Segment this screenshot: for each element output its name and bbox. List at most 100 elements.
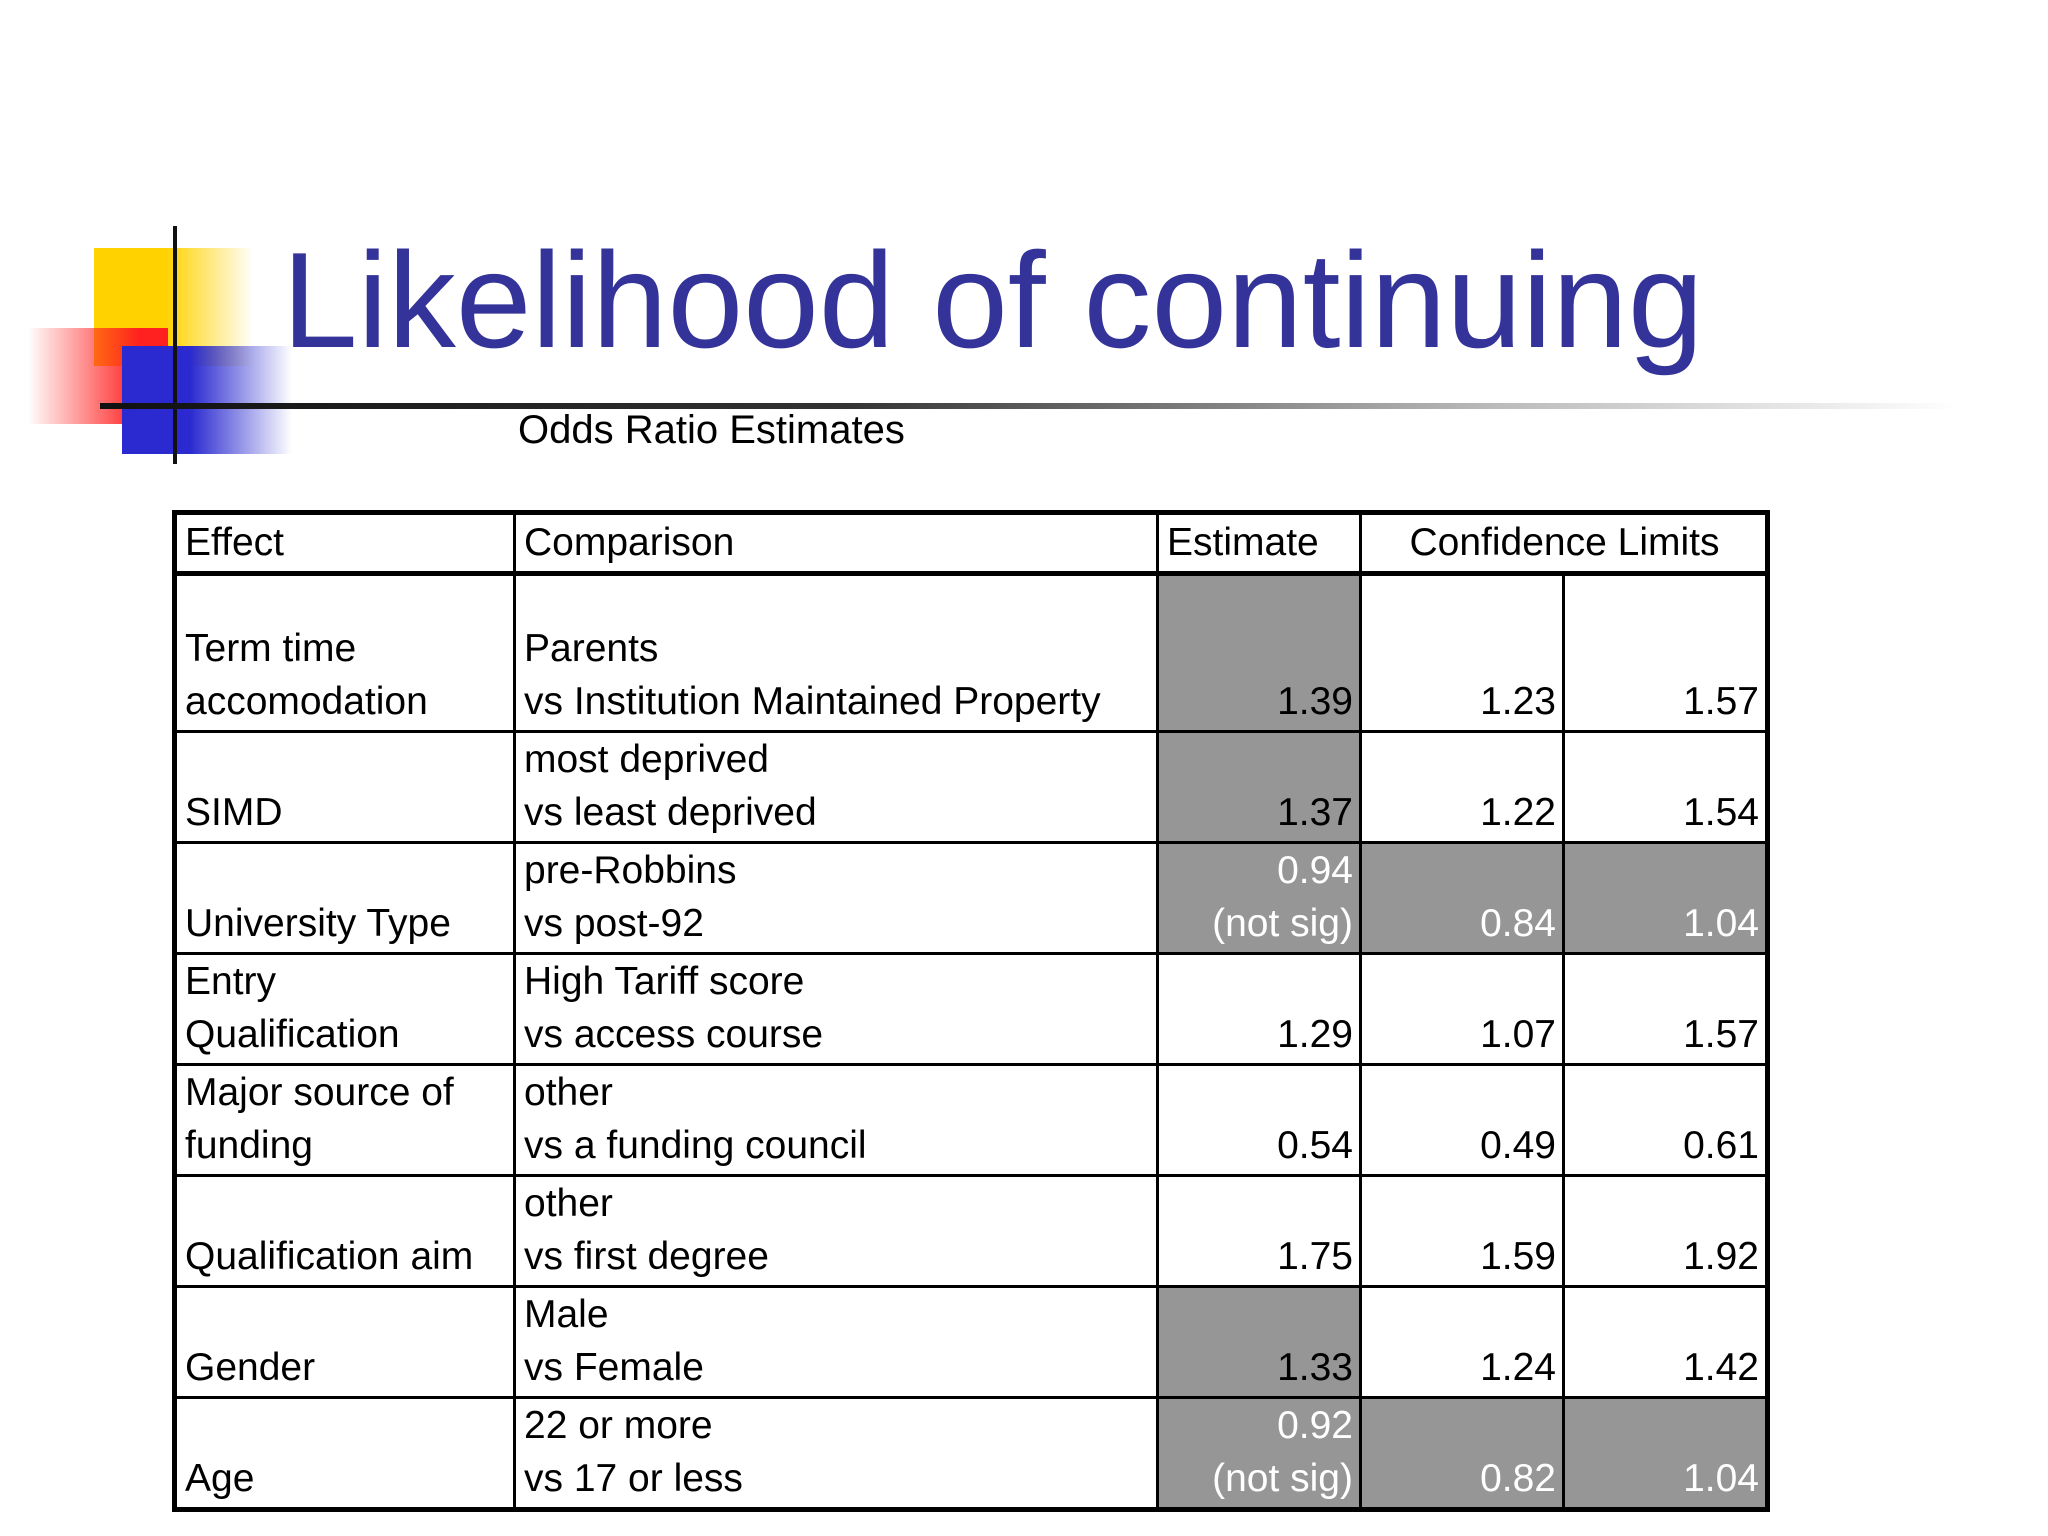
header-comparison: Comparison <box>513 512 1159 576</box>
table-row: SIMD most deprived vs least deprived 1.37 1… <box>173 731 1769 844</box>
effect-line <box>185 1399 507 1452</box>
comparison-line: vs 17 or less <box>524 1457 743 1500</box>
estimate-cell: 1.33 <box>1156 1286 1362 1399</box>
comparison-cell: 22 or more vs 17 or less <box>513 1397 1159 1511</box>
estimate-line: 0.54 <box>1277 1124 1353 1167</box>
table-row: Qualification aim other vs first degree 1.… <box>173 1175 1769 1288</box>
effect-cell: Gender <box>173 1286 516 1399</box>
estimate-line <box>1167 955 1353 1008</box>
upper-limit-cell: 0.61 <box>1562 1064 1769 1177</box>
lower-limit-cell: 0.84 <box>1359 842 1565 955</box>
estimate-cell: 0.54 <box>1156 1064 1362 1177</box>
estimate-line: 1.33 <box>1277 1346 1353 1389</box>
comparison-cell: pre-Robbins vs post-92 <box>513 842 1159 955</box>
effect-cell: Entry Qualification <box>173 953 516 1066</box>
logo-blue-square <box>122 346 292 454</box>
estimate-line: 1.39 <box>1277 680 1353 723</box>
logo-vertical-line <box>173 226 177 464</box>
effect-cell: Qualification aim <box>173 1175 516 1288</box>
estimate-cell: 1.39 <box>1156 573 1362 733</box>
header-effect: Effect <box>173 512 516 576</box>
effect-line: Gender <box>185 1346 316 1389</box>
effect-cell: Major source of funding <box>173 1064 516 1177</box>
effect-cell: Term time accomodation <box>173 573 516 733</box>
estimate-line: 1.37 <box>1277 791 1353 834</box>
odds-ratio-table: Effect Comparison Estimate Confidence Li… <box>172 510 1770 1512</box>
effect-line <box>185 733 507 786</box>
comparison-cell: Male vs Female <box>513 1286 1159 1399</box>
estimate-cell: 0.92 (not sig) <box>1156 1397 1362 1511</box>
effect-line: accomodation <box>185 680 428 723</box>
estimate-line: 0.94 <box>1277 849 1353 892</box>
effect-cell: Age <box>173 1397 516 1511</box>
effect-cell: University Type <box>173 842 516 955</box>
upper-limit-cell: 1.57 <box>1562 953 1769 1066</box>
effect-line: Term time <box>185 627 357 670</box>
table-row: Major source of funding other vs a funding … <box>173 1064 1769 1177</box>
estimate-line <box>1167 1288 1353 1341</box>
comparison-line: pre-Robbins <box>524 849 737 892</box>
effect-line <box>185 1177 507 1230</box>
upper-limit-cell: 1.92 <box>1562 1175 1769 1288</box>
comparison-line: Parents <box>524 627 659 670</box>
lower-limit-cell: 0.49 <box>1359 1064 1565 1177</box>
lower-limit-cell: 1.24 <box>1359 1286 1565 1399</box>
comparison-cell: most deprived vs least deprived <box>513 731 1159 844</box>
slide-title: Likelihood of continuing <box>282 224 1704 376</box>
comparison-line: vs post-92 <box>524 902 704 945</box>
comparison-line: vs a funding council <box>524 1124 867 1167</box>
effect-line: SIMD <box>185 791 283 834</box>
estimate-line <box>1167 1066 1353 1119</box>
table-header-row: Effect Comparison Estimate Confidence Li… <box>173 512 1769 576</box>
effect-line: Qualification aim <box>185 1235 474 1278</box>
table-row: Age 22 or more vs 17 or less 0.92 (not sig) 0… <box>173 1397 1769 1511</box>
table-row: Gender Male vs Female 1.33 1.24 1.42 <box>173 1286 1769 1399</box>
lower-limit-cell: 1.22 <box>1359 731 1565 844</box>
comparison-cell: other vs first degree <box>513 1175 1159 1288</box>
effect-cell: SIMD <box>173 731 516 844</box>
comparison-line: Male <box>524 1293 609 1336</box>
comparison-line: vs Female <box>524 1346 704 1389</box>
estimate-line <box>1167 1177 1353 1230</box>
title-underline <box>100 403 1960 409</box>
table-row: Term time accomodation Parents vs Instituti… <box>173 573 1769 733</box>
comparison-cell: High Tariff score vs access course <box>513 953 1159 1066</box>
header-estimate: Estimate <box>1156 512 1362 576</box>
upper-limit-cell: 1.57 <box>1562 573 1769 733</box>
lower-limit-cell: 1.59 <box>1359 1175 1565 1288</box>
table-row: Entry Qualification High Tariff score vs ac… <box>173 953 1769 1066</box>
comparison-line: other <box>524 1182 613 1225</box>
lower-limit-cell: 1.23 <box>1359 573 1565 733</box>
effect-line: funding <box>185 1124 313 1167</box>
estimate-line <box>1167 733 1353 786</box>
estimate-line: (not sig) <box>1212 1457 1353 1500</box>
comparison-line: most deprived <box>524 738 769 781</box>
effect-line: University Type <box>185 902 451 945</box>
comparison-line: other <box>524 1071 613 1114</box>
comparison-cell: Parents vs Institution Maintained Propert… <box>513 573 1159 733</box>
comparison-line: High Tariff score <box>524 960 805 1003</box>
table-row: University Type pre-Robbins vs post-92 0.94… <box>173 842 1769 955</box>
effect-line: Qualification <box>185 1013 400 1056</box>
upper-limit-cell: 1.04 <box>1562 1397 1769 1511</box>
estimate-line: (not sig) <box>1212 902 1353 945</box>
estimate-cell: 1.75 <box>1156 1175 1362 1288</box>
estimate-line: 0.92 <box>1277 1404 1353 1447</box>
effect-line: Entry <box>185 960 277 1003</box>
effect-line: Age <box>185 1457 255 1500</box>
estimate-cell: 0.94 (not sig) <box>1156 842 1362 955</box>
comparison-line: 22 or more <box>524 1404 713 1447</box>
effect-line <box>185 844 507 897</box>
estimate-cell: 1.29 <box>1156 953 1362 1066</box>
table-caption: Odds Ratio Estimates <box>518 408 905 452</box>
upper-limit-cell: 1.42 <box>1562 1286 1769 1399</box>
upper-limit-cell: 1.54 <box>1562 731 1769 844</box>
estimate-cell: 1.37 <box>1156 731 1362 844</box>
comparison-line: vs access course <box>524 1013 824 1056</box>
estimate-line: 1.75 <box>1277 1235 1353 1278</box>
comparison-line: vs first degree <box>524 1235 769 1278</box>
lower-limit-cell: 0.82 <box>1359 1397 1565 1511</box>
effect-line: Major source of <box>185 1071 454 1114</box>
lower-limit-cell: 1.07 <box>1359 953 1565 1066</box>
table-body: Term time accomodation Parents vs Instituti… <box>173 573 1769 1511</box>
